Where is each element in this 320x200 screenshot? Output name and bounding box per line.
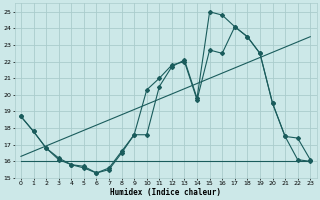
- X-axis label: Humidex (Indice chaleur): Humidex (Indice chaleur): [110, 188, 221, 197]
